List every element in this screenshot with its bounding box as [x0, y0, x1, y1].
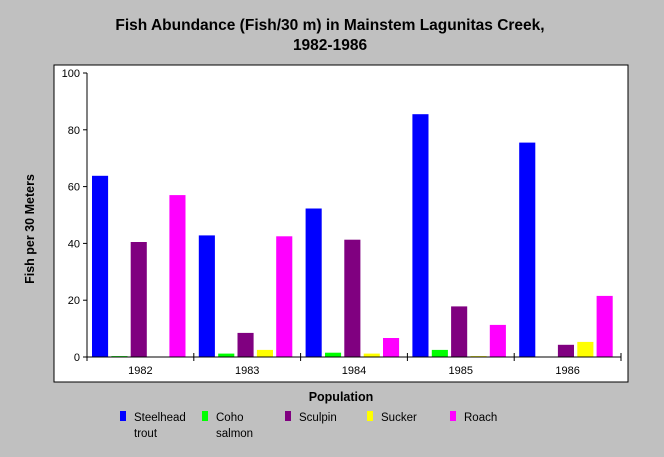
chart-title-line-1: Fish Abundance (Fish/30 m) in Mainstem L…	[115, 17, 544, 34]
bar-sculpin-1986	[557, 344, 574, 357]
legend-swatch-steelhead-trout	[120, 411, 126, 421]
bar-steelhead-trout-1982	[92, 175, 109, 357]
legend-label-roach: Roach	[464, 412, 497, 424]
y-tick-label: 20	[68, 295, 80, 307]
y-tick-label: 100	[62, 68, 80, 80]
legend-label-sucker: Sucker	[381, 412, 417, 424]
legend-label-sculpin: Sculpin	[299, 412, 337, 424]
legend-swatch-roach	[450, 411, 456, 421]
bar-sculpin-1982	[130, 242, 147, 357]
y-axis-title: Fish per 30 Meters	[23, 174, 37, 284]
legend-swatch-sculpin	[285, 411, 291, 421]
bar-sculpin-1984	[344, 239, 361, 357]
x-tick-label: 1984	[342, 365, 366, 377]
legend-label-coho-salmon: salmon	[216, 428, 253, 440]
bar-steelhead-trout-1985	[412, 114, 429, 357]
legend-swatch-sucker	[367, 411, 373, 421]
bar-roach-1983	[276, 236, 293, 357]
legend-label-coho-salmon: Coho	[216, 412, 244, 424]
legend-swatch-coho-salmon	[202, 411, 208, 421]
x-tick-label: 1986	[555, 365, 579, 377]
bar-sucker-1983	[256, 349, 273, 357]
x-tick-label: 1982	[128, 365, 152, 377]
bar-sucker-1986	[577, 341, 594, 357]
legend-label-steelhead-trout: trout	[134, 428, 158, 440]
x-axis-title: Population	[309, 390, 374, 404]
legend-label-steelhead-trout: Steelhead	[134, 412, 186, 424]
bar-coho-salmon-1983	[218, 353, 235, 357]
bar-roach-1986	[596, 295, 613, 357]
bar-roach-1985	[489, 324, 506, 357]
bar-sculpin-1985	[451, 306, 468, 357]
y-tick-label: 80	[68, 125, 80, 137]
axes: 0 20 40 60 80 100 1982 1983 1984 1985 1986	[62, 68, 622, 377]
legend: Steelhead trout Coho salmon Sculpin Sucker Roa…	[120, 411, 497, 440]
x-tick-label: 1983	[235, 365, 259, 377]
chart-title-line-2: 1982-1986	[293, 37, 368, 54]
bar-coho-salmon-1985	[431, 349, 448, 357]
bar-sucker-1984	[363, 353, 380, 357]
bar-coho-salmon-1984	[325, 352, 342, 357]
x-tick-label: 1985	[449, 365, 473, 377]
bars	[92, 114, 613, 357]
y-tick-label: 60	[68, 182, 80, 194]
bar-sculpin-1983	[237, 332, 254, 357]
bar-roach-1984	[383, 338, 400, 357]
bar-steelhead-trout-1986	[519, 142, 536, 357]
bar-steelhead-trout-1984	[305, 208, 322, 357]
y-tick-label: 40	[68, 238, 80, 250]
bar-roach-1982	[169, 195, 186, 357]
bar-steelhead-trout-1983	[198, 235, 215, 357]
y-tick-label: 0	[74, 352, 80, 364]
